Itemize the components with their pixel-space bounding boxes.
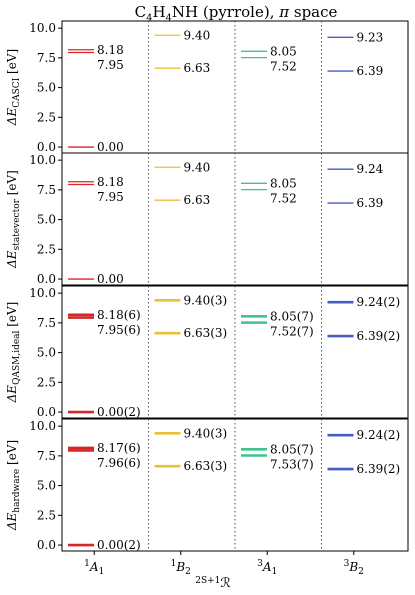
energy-level-label: 6.63(3)	[184, 326, 228, 340]
energy-level-label: 8.05(7)	[270, 309, 314, 323]
energy-level-label: 9.23	[357, 30, 384, 44]
y-axis-label: ΔEQASM,ideal [eV]	[5, 302, 22, 404]
energy-level-label: 8.18(6)	[97, 308, 141, 322]
y-axis-label: ΔEhardware [eV]	[5, 440, 22, 531]
y-tick-label: 5.0	[37, 479, 56, 493]
energy-level-label: 9.24(2)	[357, 295, 401, 309]
y-tick-label: 0.0	[37, 140, 56, 154]
energy-level-label: 0.00	[97, 140, 124, 154]
y-tick-label: 2.5	[37, 375, 56, 389]
energy-level-label: 8.18	[97, 175, 124, 189]
energy-level-label: 6.63	[184, 61, 211, 75]
energy-level-label: 9.24	[357, 162, 384, 176]
y-tick-label: 7.5	[37, 449, 56, 463]
panel-1: 0.0 2.5 5.0 7.5 10.0 ΔECASCI [eV] 8.187.95 0.00…	[5, 20, 409, 154]
y-tick-label: 5.0	[37, 213, 56, 227]
y-axis-label: ΔEstatevector [eV]	[5, 170, 22, 269]
energy-level-label: 7.95(6)	[97, 323, 141, 337]
energy-level-label: 9.40(3)	[184, 293, 228, 307]
x-tick-label: 1A1	[84, 559, 104, 577]
energy-level-label: 8.05	[270, 176, 297, 190]
energy-level-label: 0.00	[97, 272, 124, 286]
x-axis: 1A1 1B2 3A1 3B2 2S+1ℛ	[84, 551, 364, 591]
energy-level-label: 9.40	[184, 160, 211, 174]
energy-level-label: 9.24(2)	[357, 428, 401, 442]
y-axis-label: ΔECASCI [eV]	[5, 49, 22, 126]
energy-level-label: 7.53(7)	[270, 457, 314, 471]
energy-level-label: 0.00(2)	[97, 405, 141, 419]
energy-level-label: 7.52(7)	[270, 324, 314, 338]
y-tick-label: 7.5	[37, 183, 56, 197]
y-tick-label: 10.0	[29, 419, 56, 433]
energy-level-label: 7.96(6)	[97, 456, 141, 470]
y-tick-label: 2.5	[37, 242, 56, 256]
y-tick-label: 0.0	[37, 405, 56, 419]
energy-level-label: 6.39(2)	[357, 329, 401, 343]
y-tick-label: 2.5	[37, 508, 56, 522]
energy-level-label: 9.40(3)	[184, 426, 228, 440]
y-tick-label: 5.0	[37, 346, 56, 360]
y-tick-label: 0.0	[37, 538, 56, 552]
y-tick-label: 10.0	[29, 21, 56, 35]
energy-level-label: 8.18	[97, 43, 124, 57]
x-tick-label: 3B2	[344, 559, 364, 577]
x-tick-label: 1B2	[171, 559, 191, 577]
energy-level-label: 6.63(3)	[184, 459, 228, 473]
y-tick-label: 10.0	[29, 153, 56, 167]
energy-level-label: 8.17(6)	[97, 441, 141, 455]
energy-level-label: 7.95	[97, 58, 124, 72]
x-tick-label: 3A1	[257, 559, 277, 577]
y-tick-label: 2.5	[37, 110, 56, 124]
x-axis-label: 2S+1ℛ	[195, 576, 231, 591]
y-tick-label: 5.0	[37, 81, 56, 95]
energy-level-label: 6.39	[357, 64, 384, 78]
energy-level-label: 8.05	[270, 44, 297, 58]
energy-level-label: 8.05(7)	[270, 442, 314, 456]
energy-level-label: 9.40	[184, 28, 211, 42]
y-tick-label: 7.5	[37, 316, 56, 330]
energy-level-label: 6.39(2)	[357, 462, 401, 476]
y-tick-label: 7.5	[37, 51, 56, 65]
energy-level-label: 6.39	[357, 196, 384, 210]
energy-level-label: 6.63	[184, 193, 211, 207]
y-tick-label: 10.0	[29, 286, 56, 300]
energy-level-label: 7.95	[97, 190, 124, 204]
energy-level-label: 0.00(2)	[97, 538, 141, 552]
energy-level-label: 7.52	[270, 59, 297, 73]
energy-level-label: 7.52	[270, 191, 297, 205]
y-tick-label: 0.0	[37, 272, 56, 286]
panel-3: 0.0 2.5 5.0 7.5 10.0 ΔEQASM,ideal [eV] 8.18(6)…	[5, 285, 409, 419]
chart-title: C4H4NH (pyrrole), π space	[135, 3, 338, 24]
